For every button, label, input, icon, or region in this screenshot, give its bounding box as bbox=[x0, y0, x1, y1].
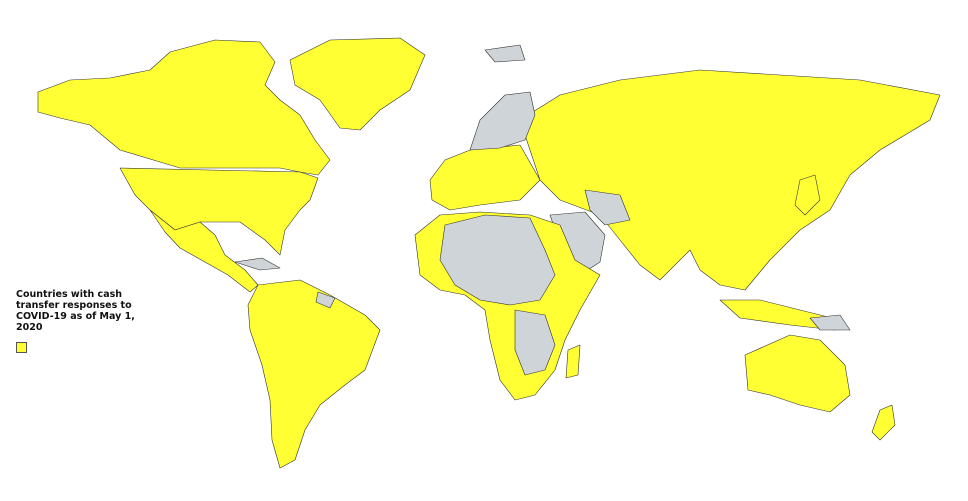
madagascar bbox=[565, 344, 581, 379]
central-asia bbox=[584, 189, 631, 226]
canada-alaska bbox=[37, 39, 331, 176]
europe-asia bbox=[429, 44, 941, 331]
new-guinea bbox=[809, 314, 851, 331]
south-america-countries bbox=[247, 279, 381, 469]
oceania bbox=[744, 334, 896, 441]
australia bbox=[744, 334, 851, 413]
usa bbox=[119, 167, 319, 256]
svalbard bbox=[484, 44, 526, 63]
north-america bbox=[37, 37, 426, 293]
cuba-region bbox=[234, 257, 281, 271]
africa bbox=[414, 211, 601, 401]
south-america bbox=[247, 279, 381, 469]
new-zealand bbox=[871, 404, 896, 441]
europe bbox=[429, 144, 541, 211]
greenland bbox=[289, 37, 426, 131]
japan bbox=[794, 174, 821, 216]
legend-swatch-cash-transfer bbox=[16, 342, 27, 353]
africa-grey-north bbox=[439, 214, 556, 306]
africa-grey-central bbox=[514, 309, 556, 376]
guianas bbox=[315, 291, 336, 309]
map-legend: Countries with cash transfer responses t… bbox=[16, 289, 156, 353]
legend-title: Countries with cash transfer responses t… bbox=[16, 289, 135, 333]
scandinavia bbox=[469, 91, 536, 151]
